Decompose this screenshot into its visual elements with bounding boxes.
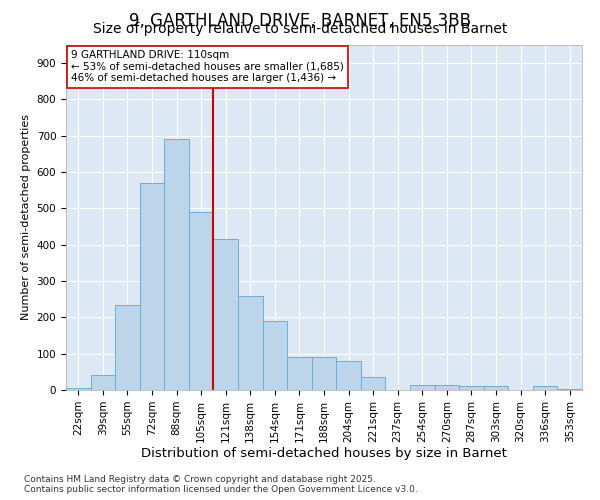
Bar bbox=[410, 384, 434, 390]
Bar bbox=[140, 183, 164, 390]
Bar bbox=[434, 384, 459, 390]
Bar bbox=[189, 212, 214, 390]
Bar bbox=[361, 378, 385, 390]
Text: 9, GARTHLAND DRIVE, BARNET, EN5 3BB: 9, GARTHLAND DRIVE, BARNET, EN5 3BB bbox=[129, 12, 471, 30]
Bar bbox=[263, 321, 287, 390]
Text: Size of property relative to semi-detached houses in Barnet: Size of property relative to semi-detach… bbox=[93, 22, 507, 36]
Text: Contains HM Land Registry data © Crown copyright and database right 2025.
Contai: Contains HM Land Registry data © Crown c… bbox=[24, 474, 418, 494]
Bar bbox=[312, 358, 336, 390]
Bar bbox=[164, 140, 189, 390]
Text: 9 GARTHLAND DRIVE: 110sqm
← 53% of semi-detached houses are smaller (1,685)
46% : 9 GARTHLAND DRIVE: 110sqm ← 53% of semi-… bbox=[71, 50, 344, 84]
Bar bbox=[336, 361, 361, 390]
Bar bbox=[91, 376, 115, 390]
Bar bbox=[115, 304, 140, 390]
Bar bbox=[484, 386, 508, 390]
Bar bbox=[238, 296, 263, 390]
Y-axis label: Number of semi-detached properties: Number of semi-detached properties bbox=[21, 114, 31, 320]
X-axis label: Distribution of semi-detached houses by size in Barnet: Distribution of semi-detached houses by … bbox=[141, 448, 507, 460]
Bar bbox=[287, 358, 312, 390]
Bar bbox=[66, 388, 91, 390]
Bar bbox=[533, 386, 557, 390]
Bar bbox=[214, 240, 238, 390]
Bar bbox=[459, 386, 484, 390]
